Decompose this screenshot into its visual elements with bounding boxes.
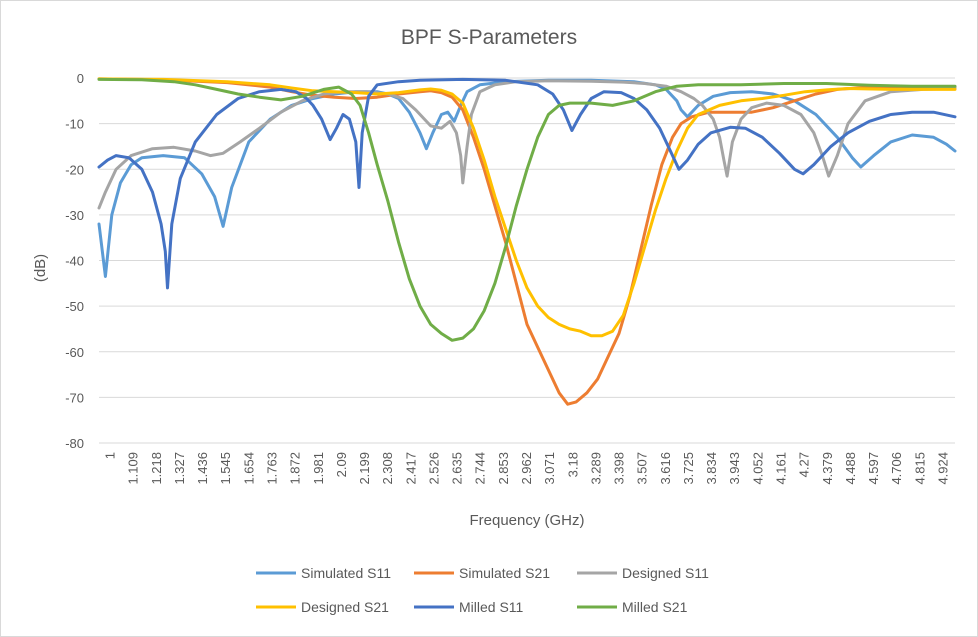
x-tick-label: 4.488 (843, 452, 858, 485)
x-tick-label: 3.18 (565, 452, 580, 477)
x-tick-label: 4.379 (820, 452, 835, 485)
legend-label: Milled S11 (459, 599, 524, 615)
x-tick-label: 4.27 (797, 452, 812, 477)
x-tick-label: 3.943 (727, 452, 742, 485)
plot-area (97, 77, 957, 406)
x-tick-label: 2.744 (473, 452, 488, 485)
x-tick-label: 4.706 (889, 452, 904, 485)
x-tick-label: 1 (103, 452, 118, 459)
y-tick-label: -40 (65, 254, 84, 269)
legend: Simulated S11 Simulated S21 Designed S11 De… (256, 565, 709, 615)
x-tick-label: 4.052 (750, 452, 765, 485)
y-tick-label: -50 (65, 299, 84, 314)
x-tick-label: 3.507 (635, 452, 650, 485)
x-tick-label: 2.962 (519, 452, 534, 485)
x-tick-label: 3.725 (681, 452, 696, 485)
x-tick-label: 1.654 (241, 452, 256, 485)
legend-label: Designed S21 (301, 599, 389, 615)
grid-lines (99, 77, 955, 444)
x-tick-label: 1.327 (172, 452, 187, 485)
series-line-5 (97, 77, 957, 342)
x-axis-label: Frequency (GHz) (469, 512, 584, 529)
y-tick-label: -70 (65, 390, 84, 405)
y-tick-label: 0 (77, 71, 84, 86)
x-tick-label: 1.872 (288, 452, 303, 485)
x-tick-label: 1.436 (195, 452, 210, 485)
x-tick-label: 1.763 (265, 452, 280, 485)
series-line-1 (97, 77, 957, 406)
x-tick-label: 4.161 (773, 452, 788, 485)
y-tick-label: -20 (65, 162, 84, 177)
x-tick-label: 4.597 (866, 452, 881, 485)
y-tick-label: -60 (65, 345, 84, 360)
series-line-2 (97, 79, 957, 210)
x-tick-label: 2.417 (403, 452, 418, 485)
series-line-0 (97, 78, 957, 278)
x-tick-label: 2.635 (450, 452, 465, 485)
x-tick-label: 4.924 (935, 452, 950, 485)
legend-label: Designed S11 (622, 565, 709, 581)
x-tick-label: 4.815 (912, 452, 927, 485)
y-tick-label: -80 (65, 436, 84, 451)
y-tick-label: -30 (65, 208, 84, 223)
x-tick-label: 3.616 (658, 452, 673, 485)
x-tick-label: 2.853 (496, 452, 511, 485)
y-tick-label: -10 (65, 117, 84, 132)
x-tick-label: 2.09 (334, 452, 349, 477)
legend-label: Simulated S21 (459, 565, 550, 581)
x-tick-label: 1.218 (149, 452, 164, 485)
x-tick-label: 3.398 (612, 452, 627, 485)
y-tick-labels: 0 -10 -20 -30 -40 -50 -60 -70 -80 (65, 71, 84, 451)
x-tick-label: 2.199 (357, 452, 372, 485)
x-tick-label: 3.834 (704, 452, 719, 485)
x-tick-label: 2.526 (426, 452, 441, 485)
y-axis-label: (dB) (32, 254, 49, 282)
legend-label: Simulated S11 (301, 565, 391, 581)
series-line-4 (97, 77, 957, 290)
legend-label: Milled S21 (622, 599, 688, 615)
x-tick-label: 3.071 (542, 452, 557, 485)
x-tick-label: 3.289 (588, 452, 603, 485)
x-tick-label: 1.109 (126, 452, 141, 485)
x-tick-labels: 1 1.109 1.218 1.327 1.436 1.545 1.654 1.763 1.87… (103, 452, 951, 485)
x-tick-label: 2.308 (380, 452, 395, 485)
x-tick-label: 1.981 (311, 452, 326, 485)
chart-title: BPF S-Parameters (401, 26, 577, 49)
x-tick-label: 1.545 (218, 452, 233, 485)
